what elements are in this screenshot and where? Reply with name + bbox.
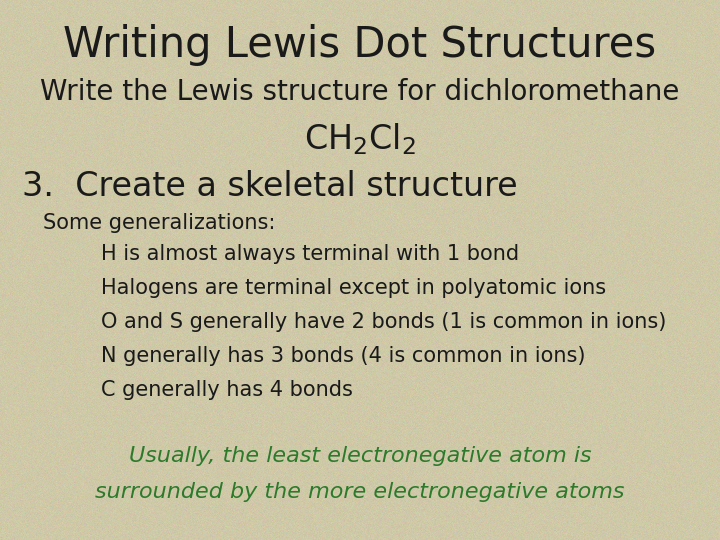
Text: $\mathrm{CH_2Cl_2}$: $\mathrm{CH_2Cl_2}$ — [304, 122, 416, 157]
Text: Writing Lewis Dot Structures: Writing Lewis Dot Structures — [63, 24, 657, 66]
Text: Write the Lewis structure for dichloromethane: Write the Lewis structure for dichlorome… — [40, 78, 680, 106]
Text: H is almost always terminal with 1 bond: H is almost always terminal with 1 bond — [101, 244, 519, 264]
Text: Some generalizations:: Some generalizations: — [43, 213, 276, 233]
Text: N generally has 3 bonds (4 is common in ions): N generally has 3 bonds (4 is common in … — [101, 346, 585, 366]
Text: Halogens are terminal except in polyatomic ions: Halogens are terminal except in polyatom… — [101, 278, 606, 298]
Text: C generally has 4 bonds: C generally has 4 bonds — [101, 380, 353, 400]
Text: surrounded by the more electronegative atoms: surrounded by the more electronegative a… — [95, 482, 625, 502]
Text: 3.  Create a skeletal structure: 3. Create a skeletal structure — [22, 170, 517, 203]
Text: O and S generally have 2 bonds (1 is common in ions): O and S generally have 2 bonds (1 is com… — [101, 312, 666, 332]
Text: Usually, the least electronegative atom is: Usually, the least electronegative atom … — [129, 446, 591, 465]
